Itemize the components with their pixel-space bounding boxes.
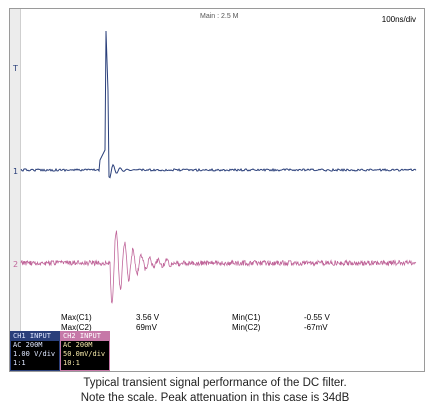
ch2-scale: 50.0mV/div: [63, 350, 106, 358]
oscilloscope-display: T 1 2 Main : 2.5 M 100ns/div Max(C1) 3.5…: [9, 8, 425, 372]
ch2-coupling: AC 200M: [63, 341, 93, 349]
ch1-title: CH1 INPUT: [11, 332, 59, 341]
caption-line-1: Typical transient signal performance of …: [83, 377, 347, 389]
scope-left-strip: [10, 9, 21, 339]
min-c1-label: Min(C1): [232, 313, 261, 322]
ch2-waveform: [20, 230, 417, 304]
max-c2-label: Max(C2): [61, 323, 92, 332]
timebase-readout: 100ns/div: [381, 15, 416, 24]
ch1-settings-box[interactable]: CH1 INPUT AC 200M 1.00 V/div 1:1: [10, 331, 60, 371]
max-c2-value: 69mV: [136, 323, 157, 332]
waveform-plot: [20, 30, 417, 304]
ch2-settings-box[interactable]: CH2 INPUT AC 200M 50.0mV/div 10:1: [60, 331, 110, 371]
min-c2-label: Min(C2): [232, 323, 261, 332]
ch1-waveform: [20, 30, 417, 179]
main-record-label: Main : 2.5 M: [200, 13, 239, 20]
ch1-scale: 1.00 V/div: [13, 350, 56, 358]
max-c1-value: 3.56 V: [136, 313, 160, 322]
ch1-coupling: AC 200M: [13, 341, 43, 349]
ch2-title: CH2 INPUT: [61, 332, 109, 341]
ch2-probe: 10:1: [63, 359, 80, 367]
max-c1-label: Max(C1): [61, 313, 92, 322]
ch1-probe: 1:1: [13, 359, 26, 367]
min-c2-value: -67mV: [304, 323, 328, 332]
ch2-trace: [20, 230, 417, 304]
figure-caption: Typical transient signal performance of …: [0, 376, 430, 406]
trigger-level-marker: T: [13, 64, 18, 73]
caption-line-2: Note the scale. Peak attenuation in this…: [80, 392, 350, 404]
ch1-trace: [20, 30, 417, 179]
ch1-ground-marker: 1: [13, 167, 19, 176]
ch2-ground-marker: 2: [13, 260, 19, 269]
min-c1-value: -0.55 V: [304, 313, 330, 322]
